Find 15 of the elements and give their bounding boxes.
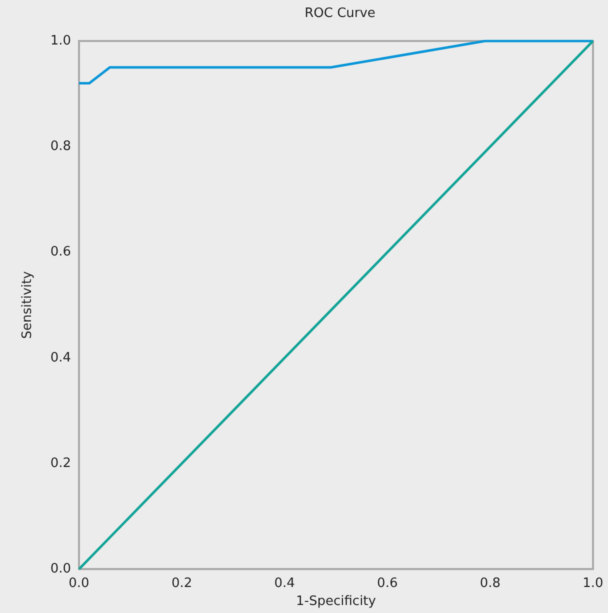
x-tick-label: 0.0 (68, 576, 90, 592)
y-axis-title: Sensitivity (20, 270, 35, 339)
x-tick-label: 0.8 (480, 576, 501, 592)
y-tick-label: 0.8 (50, 139, 71, 154)
y-tick-label: 1.0 (50, 34, 71, 48)
x-tick-label: 0.4 (274, 576, 295, 592)
x-axis-title: 1-Specificity (296, 594, 376, 609)
chart-title: ROC Curve (304, 6, 376, 21)
x-tick-label: 0.6 (377, 576, 398, 592)
x-tick-label: 1.0 (582, 576, 604, 592)
y-tick-label: 0.2 (50, 456, 71, 471)
x-tick-label: 0.2 (171, 576, 192, 592)
y-tick-label: 0.0 (50, 562, 71, 577)
y-tick-label: 0.4 (50, 350, 71, 366)
y-tick-label: 0.6 (50, 244, 71, 260)
